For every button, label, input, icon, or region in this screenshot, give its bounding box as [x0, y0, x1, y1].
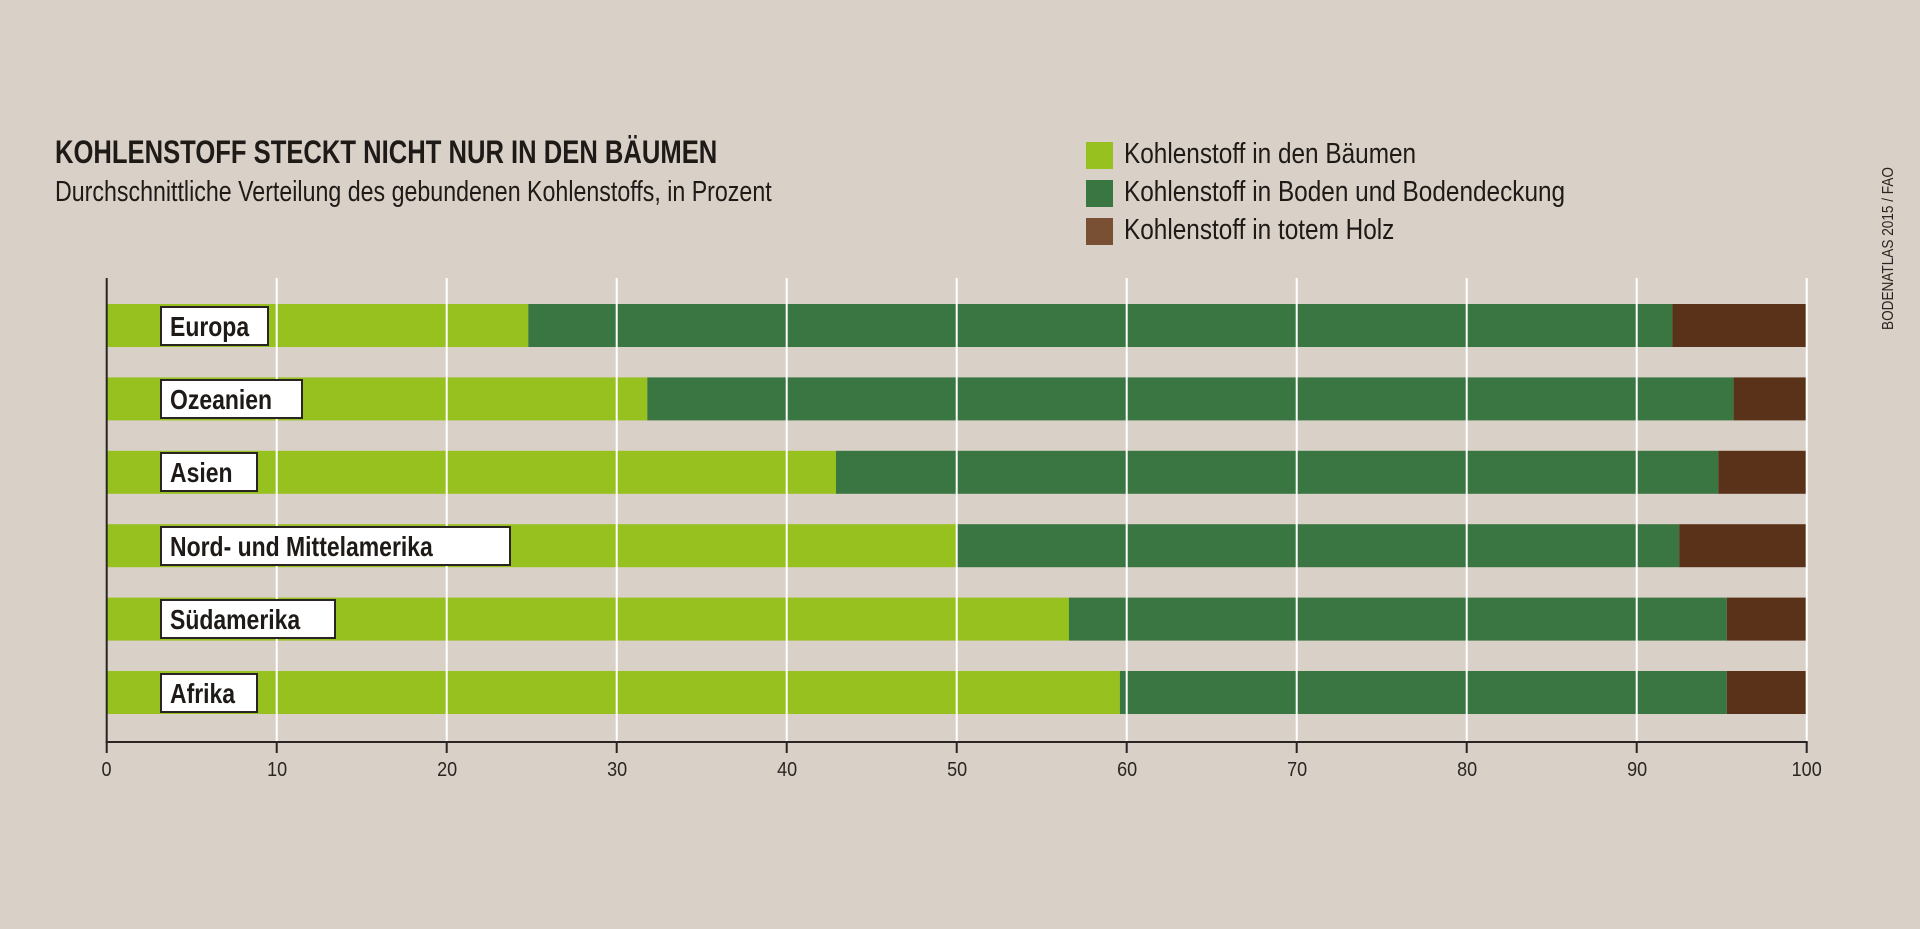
legend-label: Kohlenstoff in totem Holz: [1124, 214, 1395, 246]
bar-segment: [1679, 524, 1807, 568]
bar-segment: [1119, 671, 1727, 714]
legend-label: Kohlenstoff in Boden und Bodendeckung: [1124, 176, 1566, 208]
x-tick-label: 10: [266, 759, 287, 781]
legend-item-trees: Kohlenstoff in den Bäumen: [1086, 138, 1646, 170]
chart-title: KOHLENSTOFF STECKT NICHT NUR IN DEN BÄUM…: [55, 134, 718, 170]
category-label: Asien: [160, 452, 258, 493]
legend-item-deadwood: Kohlenstoff in totem Holz: [1086, 214, 1646, 246]
x-tick-label: 50: [946, 759, 967, 781]
x-tick-label: 0: [101, 759, 112, 781]
category-label: Afrika: [160, 672, 258, 713]
category-label: Ozeanien: [160, 378, 303, 419]
x-tick-label: 20: [436, 759, 457, 781]
x-tick-label: 40: [776, 759, 797, 781]
legend-label: Kohlenstoff in den Bäumen: [1124, 138, 1417, 170]
bar-segment: [956, 524, 1680, 568]
bar-segment: [1733, 377, 1807, 421]
x-tick-label: 90: [1626, 759, 1647, 781]
x-tick-label: 70: [1286, 759, 1307, 781]
x-tick-label: 80: [1456, 759, 1477, 781]
axes: [105, 278, 1808, 753]
bar-segment: [1068, 597, 1727, 641]
category-label: Europa: [160, 305, 269, 346]
category-label: Südamerika: [160, 599, 336, 640]
bar-segment: [1726, 597, 1807, 641]
bar-segment: [1726, 671, 1807, 714]
x-tick-label: 100: [1791, 759, 1822, 781]
legend-swatch-soil: [1086, 180, 1113, 207]
chart-subtitle: Durchschnittliche Verteilung des gebunde…: [55, 176, 772, 208]
legend-swatch-deadwood: [1086, 218, 1113, 245]
legend-item-soil: Kohlenstoff in Boden und Bodendeckung: [1086, 176, 1646, 208]
x-tick-label: 60: [1116, 759, 1137, 781]
bar-segment: [528, 304, 1673, 347]
category-label: Nord- und Mittelamerika: [160, 525, 511, 566]
bar-segment: [647, 377, 1734, 421]
x-tick-label: 30: [606, 759, 627, 781]
bar-segment: [1718, 450, 1807, 494]
bar-segment: [1672, 304, 1807, 347]
bar-segment: [836, 450, 1719, 494]
legend-swatch-trees: [1086, 142, 1113, 169]
bar-segment: [106, 671, 1120, 714]
